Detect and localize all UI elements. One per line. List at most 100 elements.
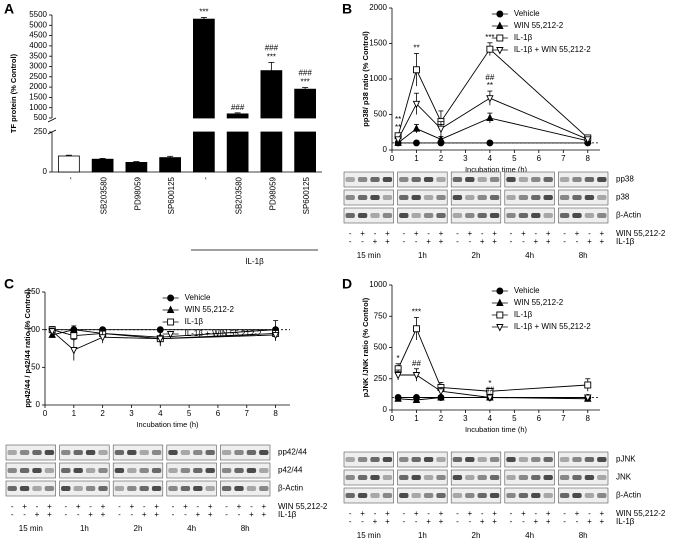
blot-band [357, 195, 368, 200]
annotation: ## [412, 359, 421, 368]
blot-frame [504, 207, 555, 224]
treatment-name: WIN 55,212-2 [278, 502, 328, 511]
blot-band [221, 468, 232, 473]
blot-band [436, 195, 446, 200]
treatment-sign: + [183, 502, 188, 511]
treatment-sign: - [534, 229, 537, 238]
time-label: 8h [579, 531, 588, 540]
x-tick-label: SP600125 [167, 176, 176, 214]
blot-band [44, 450, 55, 455]
blot-band [7, 450, 17, 455]
y-axis-label: pJNK /JNK ratio (% Control) [361, 297, 370, 397]
data-point [486, 387, 494, 395]
blot-band [559, 195, 570, 200]
treatment-sign: - [361, 517, 364, 526]
blot-row-label: pp38 [616, 175, 634, 184]
treatment-sign: + [426, 517, 431, 526]
legend-label: IL-1β + WIN 55,212-2 [185, 329, 262, 338]
bar [159, 157, 181, 173]
x-tick-label: 1 [72, 409, 77, 418]
treatment-sign: - [510, 509, 513, 518]
blot-band [382, 195, 393, 200]
x-axis-label: Incubation time (h) [465, 425, 528, 434]
treatment-sign: - [349, 517, 352, 526]
blot-band [193, 486, 203, 491]
blot-band [193, 450, 203, 455]
blot-band [382, 177, 393, 182]
annotation: * [397, 354, 400, 363]
blot-band [234, 450, 244, 455]
treatment-sign: + [492, 237, 497, 246]
blot-band [114, 468, 125, 473]
x-tick-label: 3 [463, 414, 468, 423]
y-tick-label: 150 [27, 287, 41, 296]
treatment-sign: - [510, 229, 513, 238]
time-label: 4h [525, 531, 534, 540]
blot-band [584, 195, 595, 200]
y-tick-label: 5500 [29, 10, 47, 19]
blot-band [19, 486, 30, 491]
blot-band [32, 486, 42, 491]
blot-band [584, 177, 595, 182]
treatment-sign: - [427, 229, 430, 238]
blot-frame [397, 171, 448, 188]
x-tick-label: 2 [100, 409, 105, 418]
blot-frame [397, 487, 448, 504]
blot-frame [5, 444, 56, 461]
time-label: 8h [579, 251, 588, 260]
data-point [394, 372, 402, 380]
panel-label: C [4, 276, 14, 292]
treatment-sign: - [64, 510, 67, 519]
time-label: 15 min [19, 524, 43, 533]
blot-row-label: JNK [616, 473, 632, 482]
panel-label: A [4, 1, 14, 17]
blot-band [531, 177, 541, 182]
blot-frame [5, 462, 56, 479]
bar [294, 88, 316, 119]
time-label: 1h [80, 524, 89, 533]
blot-frame [558, 487, 609, 504]
blot-band [246, 486, 257, 491]
blot-band [584, 493, 595, 498]
treatment-sign: + [439, 517, 444, 526]
blot-band [506, 195, 516, 200]
panel-label: B [342, 1, 352, 17]
blot-band [357, 213, 368, 218]
blot-band [584, 213, 595, 218]
treatment-sign: + [385, 237, 390, 246]
blot-frame [166, 462, 217, 479]
data-point [437, 388, 445, 396]
blot-frame [397, 469, 448, 486]
x-tick-label: 8 [586, 414, 591, 423]
blot-row-label: pp42/44 [278, 448, 307, 457]
panel-label: D [342, 276, 352, 292]
blot-band [234, 468, 244, 473]
treatment-sign: + [101, 502, 106, 511]
blot-band [559, 475, 570, 480]
blot-band [423, 195, 434, 200]
treatment-sign: - [402, 509, 405, 518]
blot-band [345, 213, 355, 218]
legend-marker [496, 324, 504, 332]
blot-band [436, 493, 446, 498]
data-point [437, 134, 445, 143]
y-axis-label: TF protein (% Control) [9, 53, 18, 133]
blot-frame [343, 469, 394, 486]
blot-band [180, 486, 191, 491]
treatment-sign: + [533, 237, 538, 246]
blot-band [572, 475, 582, 480]
x-tick-label: 6 [537, 154, 542, 163]
treatment-name: IL-1β [616, 237, 635, 246]
blot-band [465, 195, 475, 200]
blot-band [32, 468, 42, 473]
blot-band [168, 468, 178, 473]
blot-band [465, 493, 475, 498]
y-tick-label: 4000 [29, 41, 47, 50]
treatment-sign: - [196, 502, 199, 511]
annotation: ## [485, 73, 494, 82]
treatment-sign: - [36, 502, 39, 511]
y-tick-label: 1000 [369, 280, 387, 289]
blot-band [452, 195, 463, 200]
bar [226, 113, 249, 119]
blot-band [572, 457, 582, 462]
